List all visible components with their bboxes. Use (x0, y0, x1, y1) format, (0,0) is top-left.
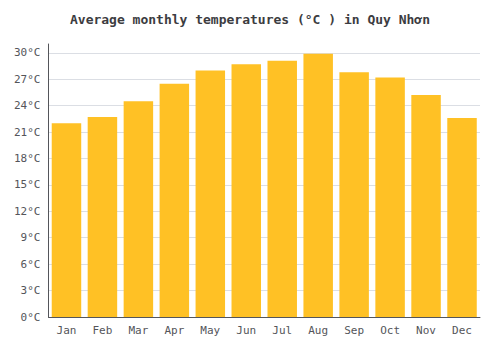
svg-text:12°C: 12°C (14, 205, 41, 218)
svg-text:Jul: Jul (272, 324, 292, 337)
svg-text:6°C: 6°C (21, 258, 41, 271)
svg-text:Jun: Jun (236, 324, 256, 337)
svg-text:Jan: Jan (57, 324, 77, 337)
svg-text:3°C: 3°C (21, 284, 41, 297)
svg-text:30°C: 30°C (14, 46, 41, 59)
svg-text:Feb: Feb (92, 324, 112, 337)
svg-text:Oct: Oct (380, 324, 400, 337)
svg-text:Sep: Sep (344, 324, 364, 337)
svg-text:Mar: Mar (128, 324, 148, 337)
svg-text:Nov: Nov (416, 324, 436, 337)
svg-text:27°C: 27°C (14, 73, 41, 86)
svg-text:0°C: 0°C (21, 311, 41, 324)
svg-text:9°C: 9°C (21, 231, 41, 244)
svg-text:Average monthly temperatures (: Average monthly temperatures (°C ) in Qu… (70, 12, 430, 27)
svg-text:May: May (200, 324, 220, 337)
svg-text:Apr: Apr (164, 324, 184, 337)
svg-text:Aug: Aug (308, 324, 328, 337)
svg-text:Dec: Dec (452, 324, 472, 337)
svg-text:18°C: 18°C (14, 152, 41, 165)
svg-text:24°C: 24°C (14, 99, 41, 112)
svg-text:21°C: 21°C (14, 126, 41, 139)
svg-text:15°C: 15°C (14, 178, 41, 191)
